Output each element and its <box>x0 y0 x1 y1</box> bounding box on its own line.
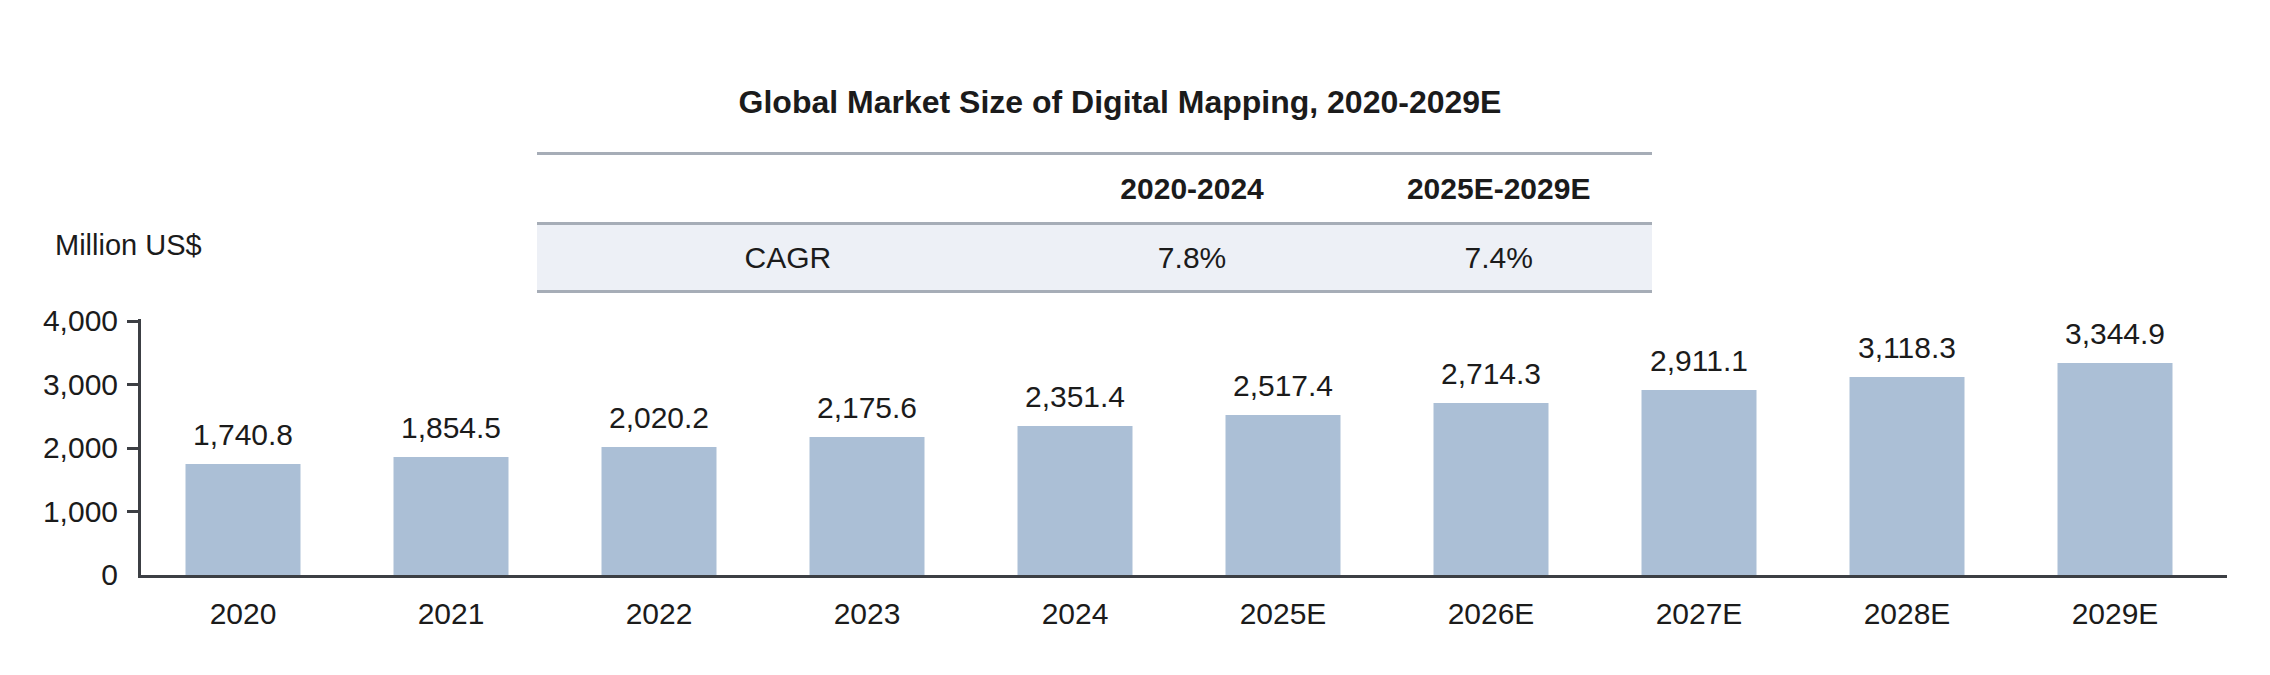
y-tick-label: 3,000 <box>0 367 118 403</box>
table-header-2020-2024: 2020-2024 <box>1039 172 1346 206</box>
cagr-data-row: CAGR 7.8% 7.4% <box>537 225 1652 290</box>
y-tick-label: 0 <box>0 557 118 593</box>
x-axis-label: 2023 <box>763 597 971 631</box>
bar-value-label: 2,020.2 <box>555 401 763 435</box>
table-header-2025e-2029e: 2025E-2029E <box>1345 172 1652 206</box>
cagr-row-label: CAGR <box>537 241 1039 275</box>
x-axis-label: 2027E <box>1595 597 1803 631</box>
bar-2025E <box>1226 415 1341 575</box>
cagr-value-2025e-2029e: 7.4% <box>1345 241 1652 275</box>
bar-slot: 1,740.8 <box>139 321 347 575</box>
y-tick-label: 1,000 <box>0 494 118 530</box>
x-axis-labels: 202020212022202320242025E2026E2027E2028E… <box>139 597 2219 631</box>
x-axis-label: 2026E <box>1387 597 1595 631</box>
x-axis-label: 2022 <box>555 597 763 631</box>
bar-2029E <box>2058 363 2173 575</box>
bar-value-label: 3,344.9 <box>2011 317 2219 351</box>
bar-slot: 3,118.3 <box>1803 321 2011 575</box>
bar-2023 <box>810 437 925 575</box>
y-tick-label: 2,000 <box>0 430 118 466</box>
table-border-bottom <box>537 290 1652 293</box>
x-axis-label: 2028E <box>1803 597 2011 631</box>
cagr-value-2020-2024: 7.8% <box>1039 241 1346 275</box>
x-axis-label: 2025E <box>1179 597 1387 631</box>
bar-slot: 2,517.4 <box>1179 321 1387 575</box>
bar-slot: 2,175.6 <box>763 321 971 575</box>
bar-slot: 2,911.1 <box>1595 321 1803 575</box>
bar-slot: 3,344.9 <box>2011 321 2219 575</box>
bar-2028E <box>1850 377 1965 575</box>
bar-2026E <box>1434 403 1549 575</box>
bar-value-label: 2,351.4 <box>971 380 1179 414</box>
bar-value-label: 1,740.8 <box>139 418 347 452</box>
x-axis-label: 2021 <box>347 597 555 631</box>
plot-area: 1,740.81,854.52,020.22,175.62,351.42,517… <box>139 321 2219 575</box>
bar-2021 <box>394 457 509 575</box>
y-axis-unit-label: Million US$ <box>55 229 202 262</box>
bar-2024 <box>1018 426 1133 575</box>
bar-value-label: 3,118.3 <box>1803 331 2011 365</box>
table-header-row: 2020-2024 2025E-2029E <box>537 155 1652 222</box>
x-axis-label: 2029E <box>2011 597 2219 631</box>
chart-title: Global Market Size of Digital Mapping, 2… <box>560 84 1680 121</box>
cagr-table: 2020-2024 2025E-2029E CAGR 7.8% 7.4% <box>537 152 1652 293</box>
x-axis-line <box>138 575 2227 578</box>
bar-value-label: 2,175.6 <box>763 391 971 425</box>
bar-value-label: 2,517.4 <box>1179 369 1387 403</box>
bar-2027E <box>1642 390 1757 575</box>
chart-canvas: Global Market Size of Digital Mapping, 2… <box>0 0 2270 675</box>
bar-2020 <box>186 464 301 575</box>
bar-slot: 1,854.5 <box>347 321 555 575</box>
x-axis-label: 2024 <box>971 597 1179 631</box>
bar-value-label: 1,854.5 <box>347 411 555 445</box>
y-axis: 01,0002,0003,0004,000 <box>0 321 150 575</box>
bar-value-label: 2,911.1 <box>1595 344 1803 378</box>
bar-slot: 2,714.3 <box>1387 321 1595 575</box>
bar-2022 <box>602 447 717 575</box>
x-axis-label: 2020 <box>139 597 347 631</box>
y-tick-label: 4,000 <box>0 303 118 339</box>
bar-value-label: 2,714.3 <box>1387 357 1595 391</box>
bar-slot: 2,020.2 <box>555 321 763 575</box>
bar-slot: 2,351.4 <box>971 321 1179 575</box>
